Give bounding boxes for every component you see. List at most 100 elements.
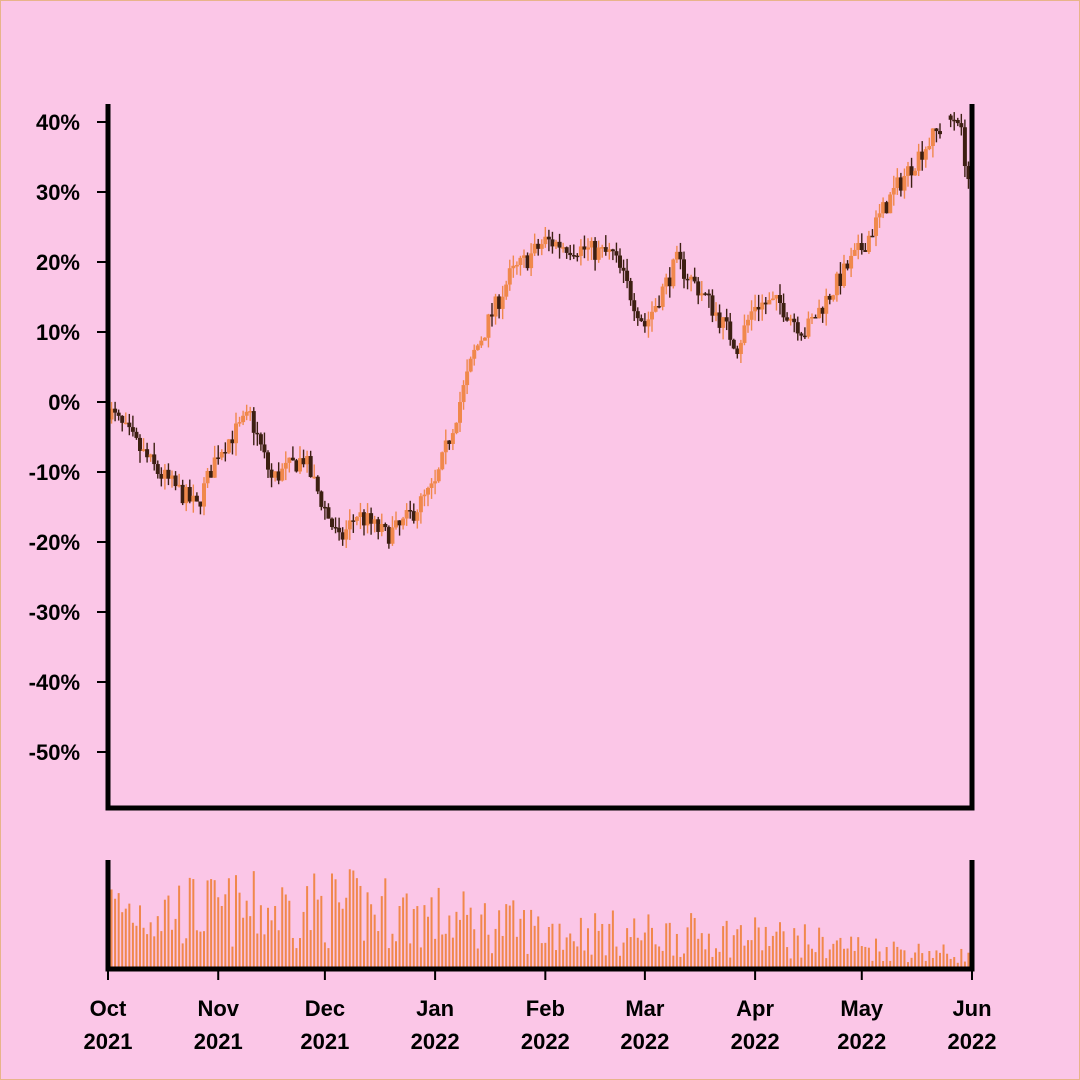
ohlc-body	[618, 255, 622, 268]
ohlc-body	[461, 385, 466, 403]
axes-lines	[105, 104, 975, 972]
y-tick-label: -20%	[29, 530, 80, 555]
volume-bar	[565, 937, 568, 968]
volume-bar	[942, 944, 945, 968]
ohlc-body	[717, 312, 722, 328]
volume-bar	[811, 948, 813, 968]
volume-bar	[875, 938, 877, 968]
volume-bar	[651, 927, 653, 968]
ohlc-body	[678, 251, 683, 260]
volume-bar	[697, 938, 700, 968]
ohlc-body	[450, 433, 455, 444]
ohlc-body	[429, 483, 434, 489]
volume-bar	[491, 953, 493, 968]
x-tick-label-year: 2022	[521, 1029, 570, 1054]
volume-bar	[455, 911, 458, 968]
ohlc-body	[625, 270, 630, 281]
volume-bar	[427, 916, 429, 968]
volume-bar	[771, 935, 774, 968]
x-tick-label-year: 2021	[84, 1029, 133, 1054]
ohlc-body	[486, 314, 491, 338]
ohlc-body	[806, 318, 811, 337]
x-tick-label-month: Jun	[952, 996, 991, 1021]
volume-bar	[725, 920, 728, 968]
volume-bar	[114, 898, 117, 968]
ohlc-body	[354, 516, 359, 521]
ohlc-body	[155, 464, 160, 474]
volume-bar	[473, 929, 476, 968]
volume-bar	[501, 935, 504, 968]
volume-bar	[178, 885, 181, 968]
ohlc-body	[575, 255, 580, 258]
volume-bar	[960, 948, 963, 968]
ohlc-body	[326, 507, 331, 519]
ohlc-body	[834, 273, 839, 296]
volume-bar	[256, 933, 259, 968]
volume-bar	[800, 957, 803, 968]
ohlc-body	[849, 255, 854, 269]
ohlc-body	[173, 475, 178, 487]
ohlc-body	[607, 249, 612, 252]
volume-bar	[423, 905, 426, 968]
x-tick-label-year: 2022	[948, 1029, 997, 1054]
volume-bar	[796, 935, 799, 968]
volume-bar	[736, 929, 739, 968]
x-axis-ticks: Oct 2021 Nov 2021 Dec 2021 Jan 2022 Feb 2022 Mar 20…	[84, 969, 997, 1054]
ohlc-body	[895, 177, 900, 188]
ohlc-body	[610, 249, 615, 252]
x-tick-label-year: 2022	[411, 1029, 460, 1054]
volume-bar	[569, 933, 572, 968]
ohlc-body	[906, 166, 910, 176]
ohlc-body	[539, 244, 544, 249]
volume-bar	[448, 915, 451, 968]
volume-bar	[295, 948, 298, 968]
volume-bar	[857, 937, 860, 968]
ohlc-body	[870, 235, 875, 238]
volume-bar	[690, 913, 693, 968]
volume-bar	[267, 907, 269, 968]
ohlc-body	[760, 302, 765, 310]
volume-bar	[515, 936, 518, 968]
ohlc-body	[778, 295, 782, 303]
ohlc-body	[319, 491, 324, 507]
ohlc-body	[667, 277, 672, 287]
volume-bar	[135, 925, 138, 968]
volume-bar	[597, 930, 600, 968]
ohlc-body	[472, 349, 477, 359]
ohlc-body	[194, 495, 199, 502]
ohlc-body	[685, 278, 690, 281]
ohlc-body	[308, 456, 313, 477]
volume-bar	[252, 871, 255, 968]
volume-bar	[274, 905, 277, 968]
volume-bar	[853, 950, 856, 968]
ohlc-body	[859, 243, 864, 251]
ohlc-body	[770, 298, 775, 301]
ohlc-body	[831, 295, 836, 300]
volume-bar	[380, 896, 383, 968]
volume-bar	[821, 936, 824, 968]
volume-bar	[220, 905, 223, 968]
volume-bar	[316, 899, 319, 968]
volume-bar	[668, 922, 671, 968]
ohlc-body	[276, 471, 281, 481]
volume-bar	[373, 914, 376, 968]
x-tick-label-month: Apr	[736, 996, 774, 1021]
ohlc-body	[646, 319, 651, 327]
ohlc-body	[785, 317, 790, 321]
volume-bar	[775, 931, 778, 968]
volume-bar	[892, 941, 895, 968]
volume-bar	[910, 957, 913, 968]
ohlc-body	[358, 512, 363, 517]
volume-bar	[583, 950, 586, 968]
volume-bar	[761, 950, 764, 968]
ohlc-body	[148, 454, 153, 458]
ohlc-body	[322, 506, 327, 509]
ohlc-body	[561, 247, 566, 249]
ohlc-body	[184, 487, 189, 504]
x-tick-label-year: 2022	[837, 1029, 886, 1054]
volume-bar	[903, 950, 906, 968]
volume-bar	[626, 928, 629, 968]
ohlc-body	[290, 457, 295, 461]
volume-bar	[917, 943, 920, 968]
